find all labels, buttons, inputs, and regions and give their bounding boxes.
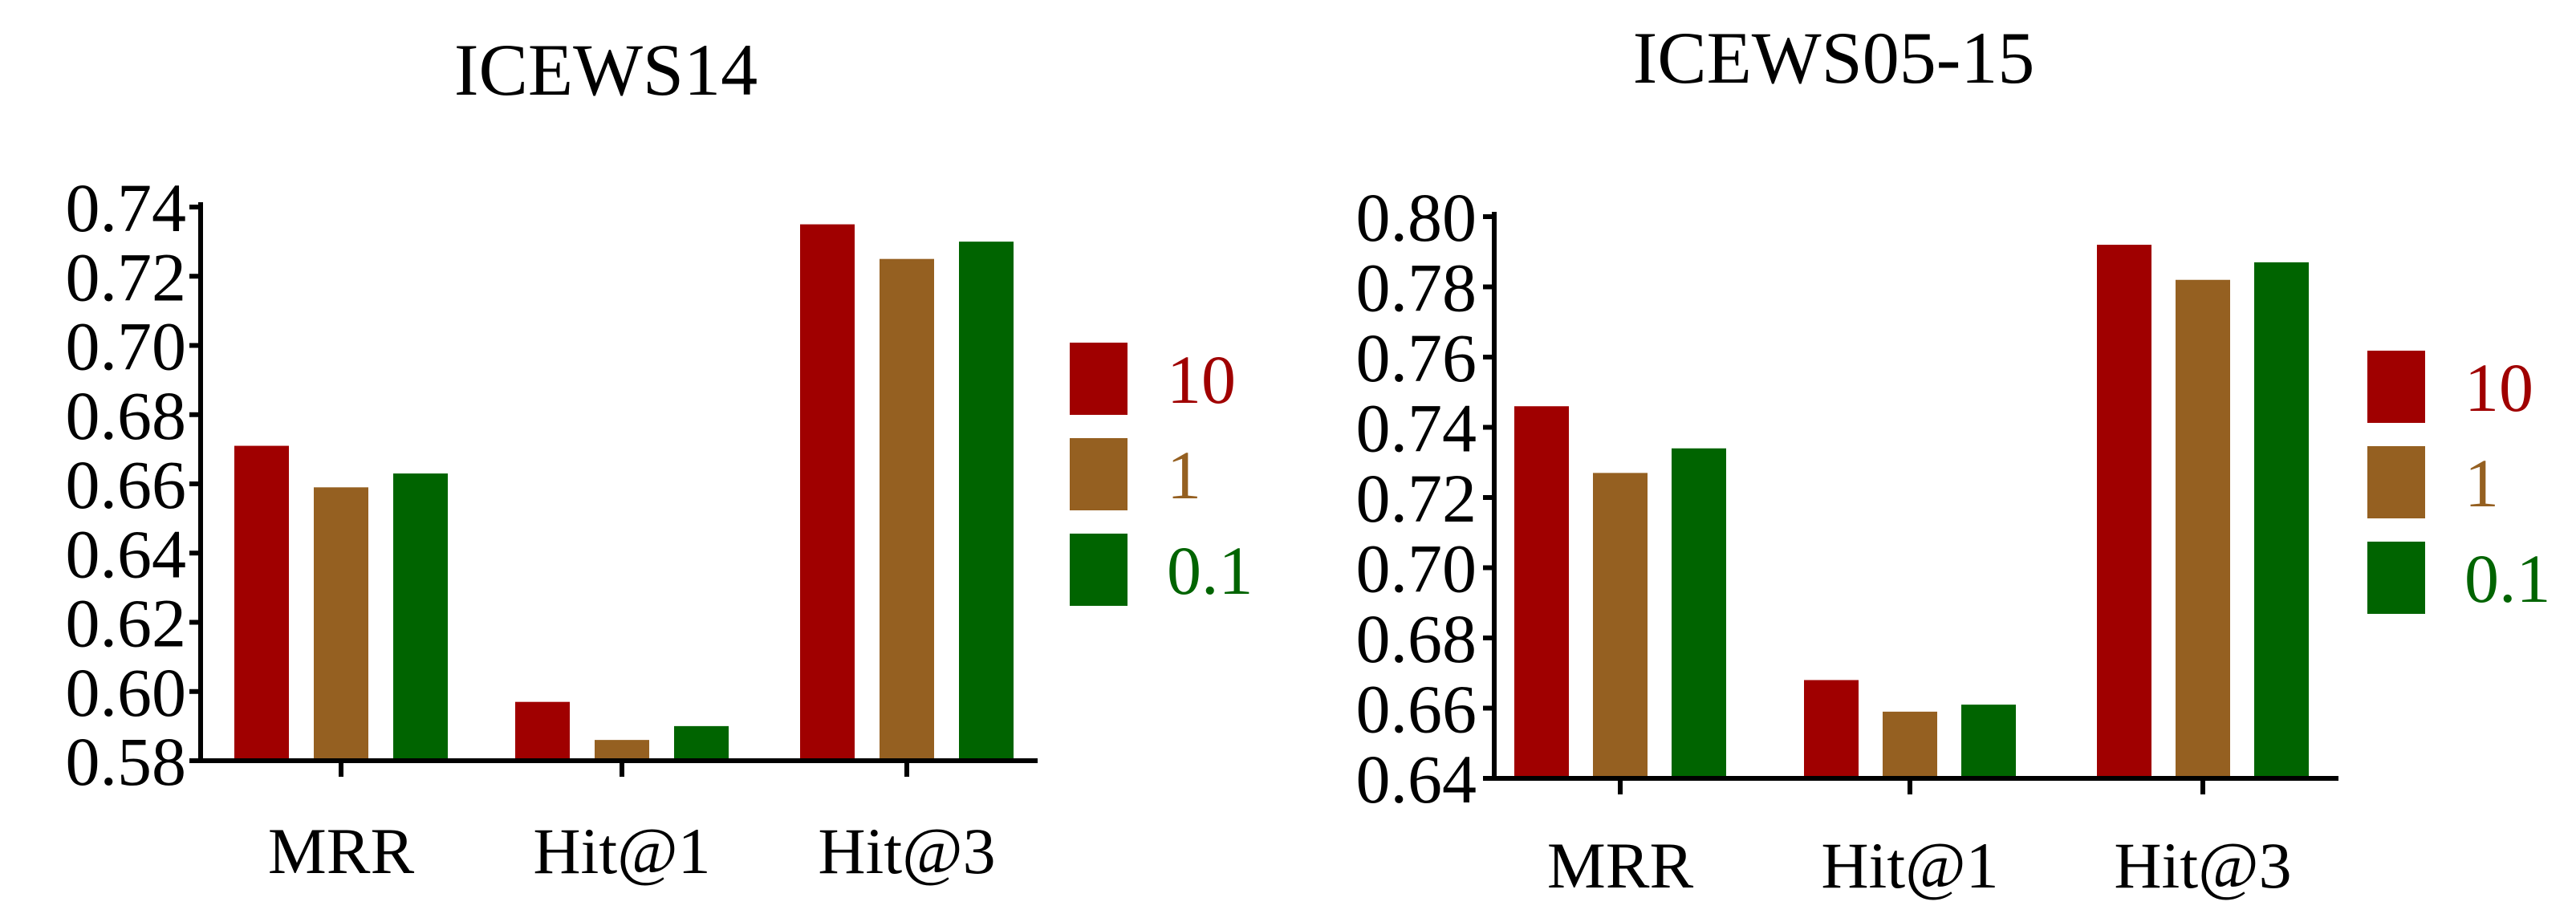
- chart-icews14: ICEWS140.580.600.620.640.660.680.700.720…: [66, 29, 1253, 887]
- legend-label: 10: [1167, 341, 1236, 418]
- bar: [314, 487, 368, 761]
- bar: [2176, 279, 2230, 778]
- y-tick-label: 0.70: [1356, 530, 1477, 607]
- legend-swatch: [2367, 542, 2425, 614]
- y-tick-label: 0.78: [1356, 250, 1477, 327]
- bar: [1883, 711, 1937, 778]
- chart-icews05-15: ICEWS05-150.640.660.680.700.720.740.760.…: [1356, 17, 2551, 902]
- bar: [959, 242, 1014, 761]
- legend-label: 10: [2464, 349, 2533, 426]
- bar: [595, 740, 649, 761]
- y-tick-label: 0.60: [66, 654, 187, 731]
- x-tick-label: MRR: [268, 814, 415, 887]
- bar: [1514, 406, 1569, 778]
- bar: [2097, 245, 2151, 778]
- y-tick-label: 0.72: [1356, 460, 1477, 537]
- legend-label: 1: [1167, 437, 1201, 514]
- legend-swatch: [1070, 343, 1128, 415]
- y-tick-label: 0.58: [66, 723, 187, 800]
- y-tick-label: 0.66: [66, 446, 187, 523]
- y-tick-label: 0.72: [66, 238, 187, 315]
- y-tick-label: 0.74: [66, 169, 187, 246]
- legend-swatch: [1070, 438, 1128, 510]
- x-tick-label: Hit@1: [533, 814, 710, 887]
- bar: [880, 258, 934, 761]
- bar: [674, 725, 729, 761]
- bar: [1804, 680, 1859, 778]
- x-tick-label: Hit@3: [818, 814, 995, 887]
- bar: [800, 224, 855, 761]
- legend-swatch: [2367, 351, 2425, 423]
- legend-label: 0.1: [1167, 532, 1253, 609]
- y-tick-label: 0.64: [1356, 741, 1477, 818]
- y-tick-label: 0.80: [1356, 179, 1477, 256]
- legend-swatch: [2367, 446, 2425, 518]
- bar: [1961, 705, 2016, 778]
- x-tick-label: Hit@3: [2114, 829, 2291, 902]
- bar: [1672, 448, 1726, 778]
- y-tick-label: 0.68: [66, 377, 187, 454]
- y-tick-label: 0.64: [66, 515, 187, 592]
- chart-title: ICEWS14: [454, 29, 758, 111]
- bar: [393, 473, 448, 761]
- y-tick-label: 0.66: [1356, 671, 1477, 748]
- y-tick-label: 0.68: [1356, 600, 1477, 677]
- y-tick-label: 0.76: [1356, 319, 1477, 396]
- y-tick-label: 0.62: [66, 585, 187, 662]
- legend-swatch: [1070, 534, 1128, 606]
- legend-label: 0.1: [2464, 540, 2551, 617]
- chart-title: ICEWS05-15: [1633, 17, 2035, 99]
- x-tick-label: MRR: [1547, 829, 1694, 902]
- y-tick-label: 0.74: [1356, 390, 1477, 467]
- bar: [234, 445, 289, 761]
- bar: [2254, 262, 2309, 778]
- bar: [515, 701, 570, 761]
- bar: [1593, 473, 1648, 778]
- y-tick-label: 0.70: [66, 308, 187, 385]
- x-tick-label: Hit@1: [1821, 829, 1998, 902]
- legend-label: 1: [2464, 445, 2499, 522]
